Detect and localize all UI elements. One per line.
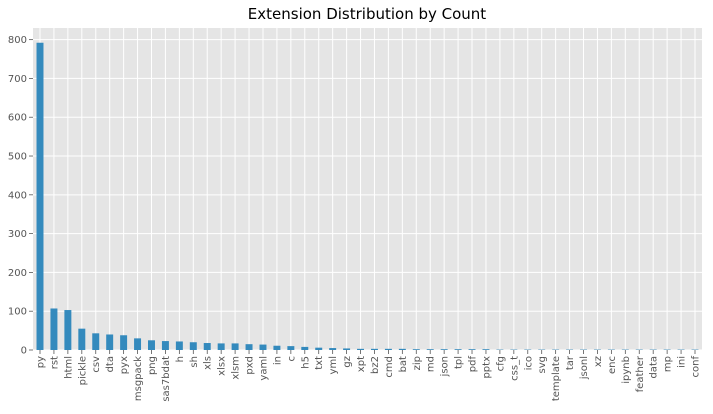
- x-tick-label: zip: [412, 356, 423, 370]
- y-tick-label: 600: [8, 113, 27, 124]
- x-tick-label: css_t: [509, 356, 520, 381]
- y-tick-label: 200: [8, 268, 27, 279]
- bar-png: [148, 340, 155, 350]
- x-tick-label: conf: [691, 356, 702, 378]
- x-tick-label: feather: [635, 355, 646, 392]
- x-tick-label: txt: [314, 356, 325, 370]
- bar-txt: [315, 348, 322, 350]
- bar-pdf: [469, 349, 476, 350]
- x-tick-label: jsonl: [579, 356, 590, 380]
- x-tick-label: bat: [398, 356, 409, 372]
- x-tick-label: template: [551, 356, 562, 401]
- x-tick-label: ico: [523, 356, 534, 370]
- x-tick-label: rst: [49, 356, 60, 369]
- x-tick-label: yml: [328, 356, 339, 374]
- x-tick-label: mp: [663, 356, 674, 372]
- y-tick-label: 500: [8, 152, 27, 163]
- bar-xlsx: [218, 343, 225, 350]
- x-tick-label: pxd: [245, 356, 256, 375]
- y-tick-label: 0: [21, 346, 27, 357]
- x-tick-label: cfg: [495, 356, 506, 371]
- bar-pickle: [78, 329, 85, 350]
- y-tick-label: 300: [8, 229, 27, 240]
- x-tick-label: data: [649, 356, 660, 379]
- bar-zip: [413, 349, 420, 350]
- y-tick-label: 400: [8, 190, 27, 201]
- x-tick-label: cmd: [384, 356, 395, 378]
- x-tick-label: xls: [203, 356, 214, 370]
- x-tick-label: svg: [537, 356, 548, 373]
- x-tick-label: enc: [607, 356, 618, 374]
- bar-html: [64, 310, 71, 350]
- x-tick-label: xz: [593, 356, 604, 367]
- x-tick-label: tar: [565, 355, 576, 370]
- x-tick-label: ini: [677, 356, 688, 368]
- bar-rst: [50, 308, 57, 350]
- bar-in: [273, 346, 280, 350]
- chart-title: Extension Distribution by Count: [248, 5, 487, 23]
- bar-csv: [92, 333, 99, 350]
- x-tick-label: c: [286, 356, 297, 362]
- x-tick-label: pickle: [77, 356, 88, 385]
- bar-py: [37, 43, 44, 350]
- bar-cmd: [385, 349, 392, 350]
- x-tick-label: csv: [91, 356, 102, 373]
- bar-c: [287, 346, 294, 350]
- x-tick-label: h5: [300, 356, 311, 369]
- x-tick-label: pdf: [468, 356, 479, 373]
- y-tick-label: 700: [8, 74, 27, 85]
- x-tick-label: tpl: [454, 356, 465, 369]
- x-tick-label: gz: [342, 356, 353, 368]
- x-tick-label: sh: [189, 356, 200, 368]
- bar-tpl: [455, 349, 462, 350]
- y-tick-label: 800: [8, 35, 27, 46]
- x-tick-label: py: [36, 356, 47, 368]
- bar-bz2: [371, 349, 378, 350]
- bar-yml: [329, 348, 336, 350]
- x-tick-label: h: [175, 356, 186, 362]
- bar-pyx: [120, 335, 127, 350]
- bar-pptx: [482, 349, 489, 350]
- x-tick-label: html: [63, 356, 74, 379]
- bar-xls: [204, 343, 211, 350]
- bar-json: [441, 349, 448, 350]
- x-tick-label: xpt: [356, 356, 367, 372]
- bar-dta: [106, 334, 113, 350]
- x-tick-label: png: [147, 356, 158, 375]
- bar-md: [427, 349, 434, 350]
- bar-xlsm: [232, 343, 239, 350]
- bar-xpt: [357, 349, 364, 350]
- x-tick-label: sas7bdat: [161, 356, 172, 402]
- bar-gz: [343, 348, 350, 350]
- x-tick-label: yaml: [258, 356, 269, 381]
- y-axis-ticks: 0 100 200 300 400 500 600 700 800: [8, 35, 33, 356]
- x-tick-label: md: [426, 356, 437, 372]
- bar-h: [176, 341, 183, 350]
- x-tick-label: dta: [105, 356, 116, 372]
- bar-bat: [399, 349, 406, 350]
- bar-msgpack: [134, 338, 141, 350]
- bar-h5: [301, 347, 308, 350]
- bar-sh: [190, 342, 197, 350]
- bar-sas7bdat: [162, 341, 169, 350]
- bar-pxd: [246, 344, 253, 350]
- plot-area: [33, 28, 702, 350]
- x-tick-label: ipynb: [621, 356, 632, 384]
- x-tick-label: json: [440, 356, 451, 377]
- x-tick-label: msgpack: [133, 356, 144, 401]
- x-tick-label: bz2: [370, 356, 381, 374]
- y-tick-label: 100: [8, 307, 27, 318]
- x-tick-label: in: [272, 356, 283, 365]
- x-tick-label: xlsx: [217, 356, 228, 376]
- x-tick-label: xlsm: [231, 356, 242, 380]
- bar-yaml: [259, 345, 266, 350]
- x-tick-label: pyx: [119, 356, 130, 374]
- x-tick-label: pptx: [481, 356, 492, 379]
